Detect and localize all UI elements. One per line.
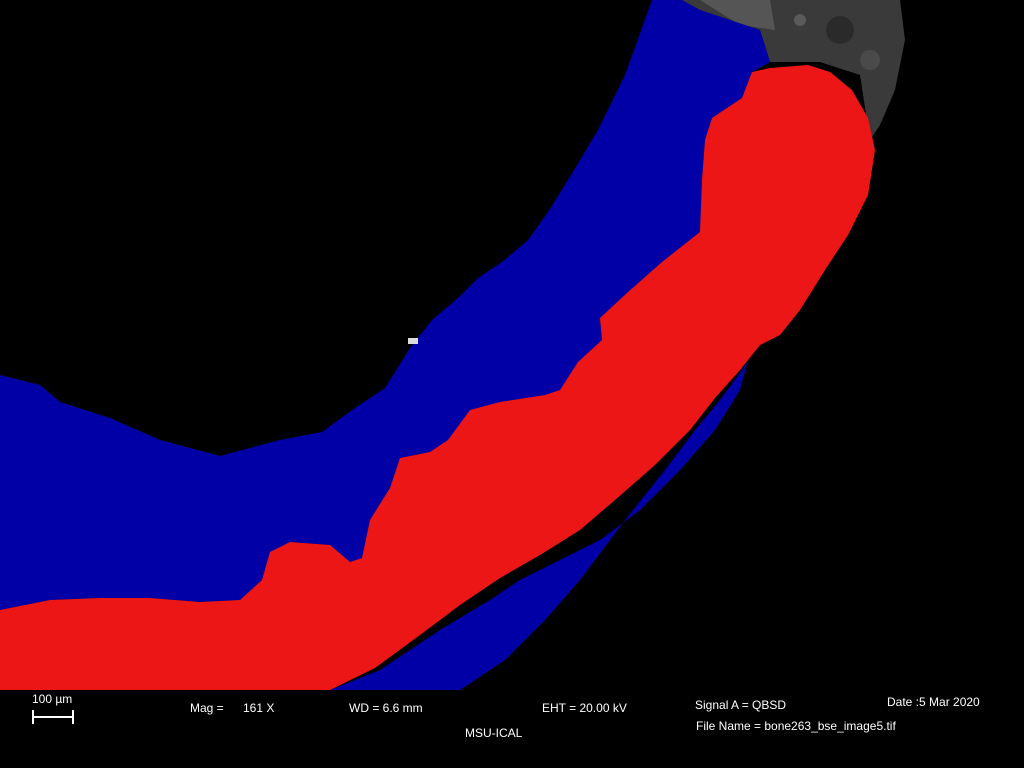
eht-voltage: EHT = 20.00 kV (542, 701, 627, 715)
file-name: File Name = bone263_bse_image5.tif (696, 719, 896, 733)
sem-data-bar: 100 µm Mag = 161 X WD = 6.6 mm EHT = 20.… (0, 690, 1024, 768)
scalebar (32, 710, 74, 724)
scalebar-label: 100 µm (32, 692, 73, 706)
signal-detector: Signal A = QBSD (695, 698, 787, 712)
red-segmented-region (0, 65, 875, 690)
gray-tissue-region (680, 0, 905, 140)
blue-segmented-region (0, 0, 770, 690)
magnification-label: Mag = (190, 701, 224, 715)
segmented-micrograph (0, 0, 905, 690)
acquisition-date: Date :5 Mar 2020 (887, 695, 980, 709)
magnification-value: 161 X (243, 701, 275, 715)
organization-label: MSU-ICAL (465, 726, 523, 740)
working-distance: WD = 6.6 mm (349, 701, 423, 715)
bright-artifact (408, 338, 418, 344)
